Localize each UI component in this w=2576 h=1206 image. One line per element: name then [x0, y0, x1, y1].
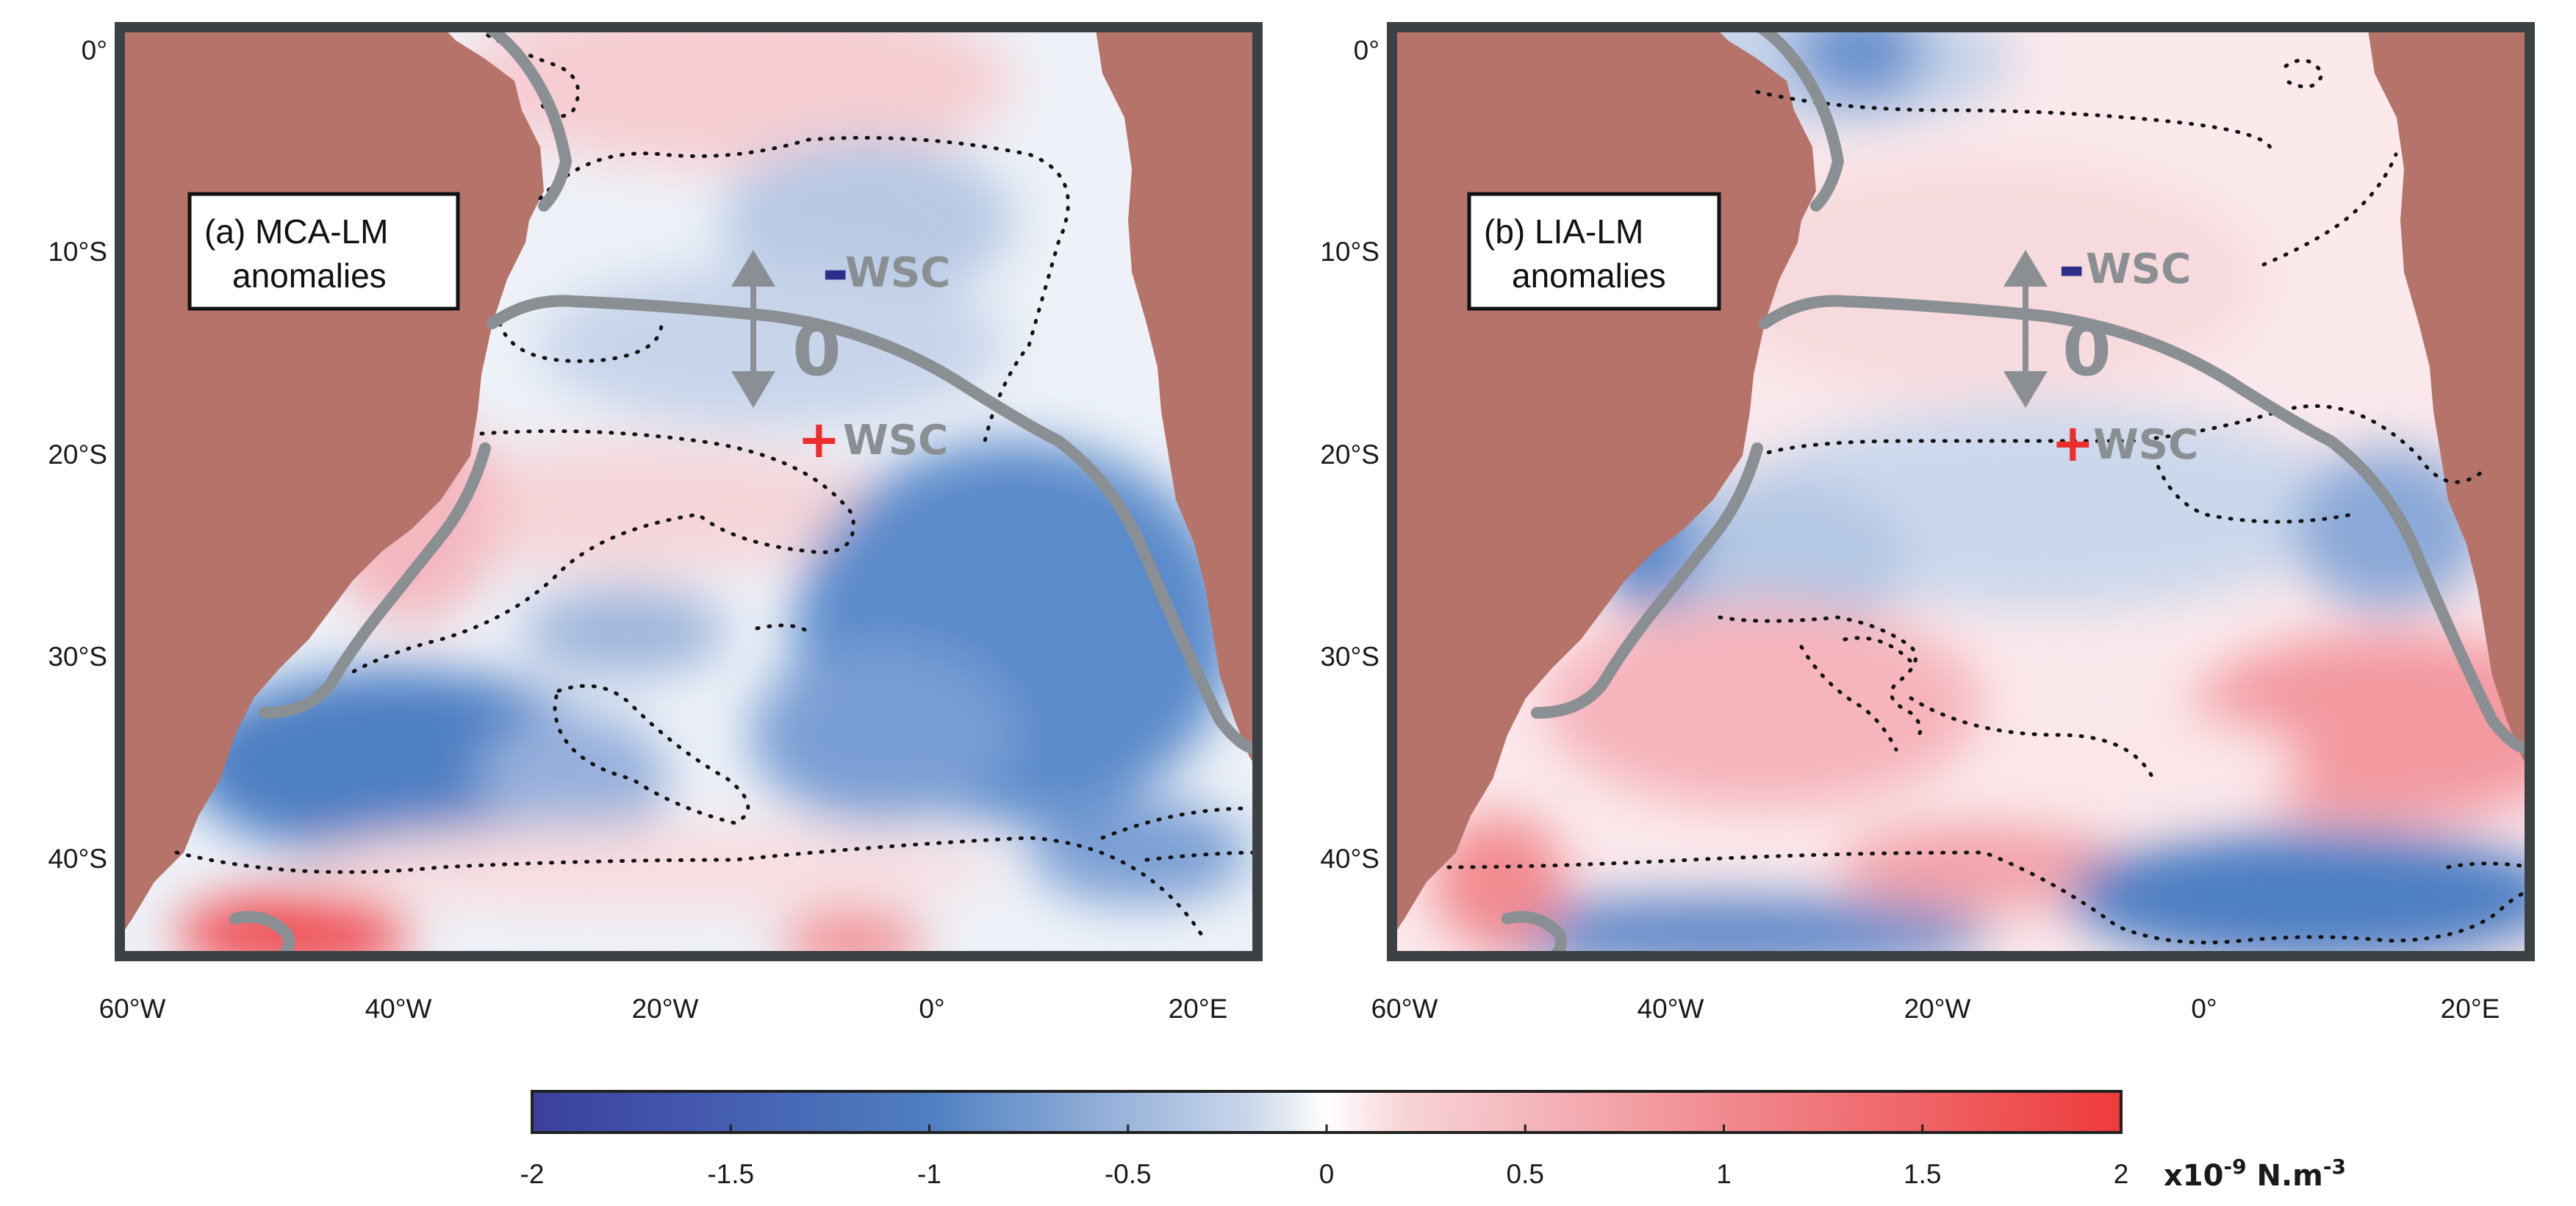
panel-label-line2-a: anomalies — [232, 256, 387, 295]
colorbar-tick-label: -0.5 — [1105, 1159, 1152, 1189]
panel-label-line1-a: (a) MCA-LM — [204, 212, 388, 251]
y-tick-label: 10°S — [48, 237, 107, 267]
minus-sign-a: - — [822, 233, 849, 310]
map-panel-b: (b) LIA-LM anomalies - WSC 0 + WSC — [1387, 22, 2535, 961]
colorbar-tick-label: 0 — [1319, 1159, 1335, 1189]
x-tick-label: 40°W — [365, 994, 432, 1024]
africa-land-a — [1095, 25, 1260, 772]
x-tick-label: 20°W — [1904, 994, 1971, 1024]
y-tick-label: 40°S — [1320, 844, 1380, 874]
minus-sign-b: - — [2058, 229, 2085, 306]
x-tick-label: 20°W — [632, 994, 699, 1024]
y-tick-label: 0° — [82, 35, 107, 65]
africa-land-b — [2367, 25, 2532, 772]
colorbar-tick-label: -1.5 — [707, 1159, 754, 1189]
colorbar-tick-label: 1 — [1716, 1159, 1732, 1189]
colorbar-tick-label: -2 — [520, 1159, 545, 1189]
colorbar-tick-label: -1 — [917, 1159, 941, 1189]
zero-contours-b — [1446, 58, 2532, 944]
panel-label-box-b: (b) LIA-LM anomalies — [1467, 192, 1721, 311]
plus-sign-b: + — [2051, 413, 2095, 473]
colorbar-unit: x10-9 N.m-3 — [2164, 1155, 2346, 1193]
x-tick-label: 20°E — [1169, 994, 1228, 1024]
x-tick-label: 20°E — [2441, 994, 2500, 1024]
y-tick-label: 0° — [1354, 35, 1380, 65]
x-tick-label: 60°W — [1371, 994, 1438, 1024]
plus-wsc-label-b: WSC — [2093, 421, 2198, 469]
colorbar: -2 -1.5 -1 -0.5 0 0.5 1 1.5 2 x10-9 N.m-3 — [520, 1090, 2346, 1193]
y-tick-label: 10°S — [1320, 237, 1380, 267]
panel-label-line1-b: (b) LIA-LM — [1484, 212, 1643, 251]
y-tick-label: 20°S — [1320, 439, 1380, 470]
x-tick-label: 0° — [919, 994, 944, 1024]
colorbar-tick-label: 2 — [2114, 1159, 2129, 1189]
x-tick-label: 60°W — [99, 994, 166, 1024]
x-tick-label: 0° — [2191, 994, 2217, 1024]
frame-b — [1387, 22, 2535, 961]
zero-label-a: 0 — [792, 309, 842, 392]
wsc-arrow-b — [2003, 250, 2048, 408]
wsc-zero-line-b — [1502, 25, 2532, 958]
minus-wsc-label-b: WSC — [2086, 245, 2191, 293]
colorbar-tick-label: 0.5 — [1507, 1159, 1544, 1189]
map-panel-a: (a) MCA-LM anomalies - WSC 0 + WSC — [115, 22, 1263, 961]
y-tick-label: 40°S — [48, 844, 107, 874]
wsc-arrow-a — [731, 250, 775, 408]
y-tick-label: 30°S — [48, 642, 107, 672]
panel-label-box-a: (a) MCA-LM anomalies — [187, 192, 460, 311]
x-tick-label: 40°W — [1637, 994, 1704, 1024]
zero-contours-a — [174, 27, 1260, 943]
plus-sign-a: + — [797, 409, 841, 470]
axis-ticks: 60°W 40°W 20°W 0° 20°E 0° 10°S 20°S 30°S 40°S 60°W… — [48, 35, 2500, 1024]
zero-label-b: 0 — [2062, 309, 2112, 392]
panel-label-line2-b: anomalies — [1512, 256, 1666, 295]
plus-wsc-label-a: WSC — [843, 417, 948, 464]
colorbar-ticks: -2 -1.5 -1 -0.5 0 0.5 1 1.5 2 — [520, 1124, 2129, 1189]
y-tick-label: 20°S — [48, 439, 107, 470]
frame-a — [115, 22, 1263, 961]
y-tick-label: 30°S — [1320, 642, 1380, 672]
minus-wsc-label-a: WSC — [845, 249, 950, 297]
colorbar-tick-label: 1.5 — [1904, 1159, 1941, 1189]
